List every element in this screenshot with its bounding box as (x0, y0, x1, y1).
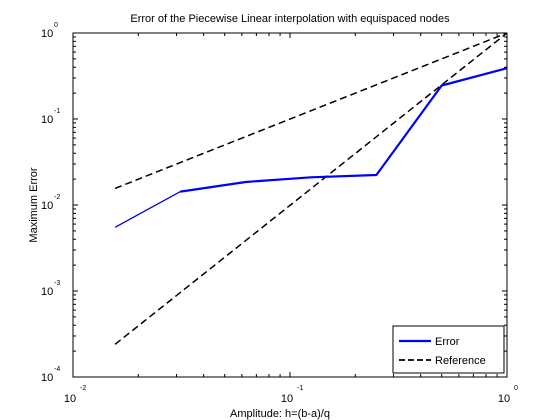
x-tick-label: 10 (64, 393, 76, 405)
chart-title: Error of the Piecewise Linear interpolat… (130, 13, 450, 25)
y-tick-label: 10 (41, 200, 53, 212)
y-tick-label-exponent: 0 (54, 22, 58, 29)
axes-frame (72, 32, 508, 378)
y-tick-label-exponent: -3 (54, 280, 60, 287)
y-tick-label: 10 (41, 114, 53, 126)
x-tick-label: 10 (498, 393, 510, 405)
x-tick-label-exponent: -2 (80, 385, 86, 392)
series-line-error-emphasis (180, 67, 508, 193)
series-layer (114, 32, 508, 345)
y-tick-label: 10 (41, 372, 53, 384)
y-axis-label: Maximum Error (28, 167, 40, 243)
y-tick-label: 10 (41, 286, 53, 298)
legend-label-reference: Reference (435, 355, 486, 367)
legend-label-error: Error (435, 336, 460, 348)
y-tick-label-exponent: -4 (54, 366, 60, 373)
legend: Error Reference (392, 325, 505, 374)
x-tick-label: 10 (281, 393, 293, 405)
series-line-reference-2 (114, 32, 508, 345)
y-tick-label-exponent: -2 (54, 194, 60, 201)
y-tick-label: 10 (41, 28, 53, 40)
x-tick-label-exponent: 0 (514, 385, 518, 392)
series-line-reference (114, 32, 508, 190)
x-axis-label: Amplitude: h=(b-a)/q (230, 408, 330, 420)
legend-box (392, 325, 505, 374)
x-tick-label-exponent: -1 (297, 385, 303, 392)
y-tick-label-exponent: -1 (54, 108, 60, 115)
